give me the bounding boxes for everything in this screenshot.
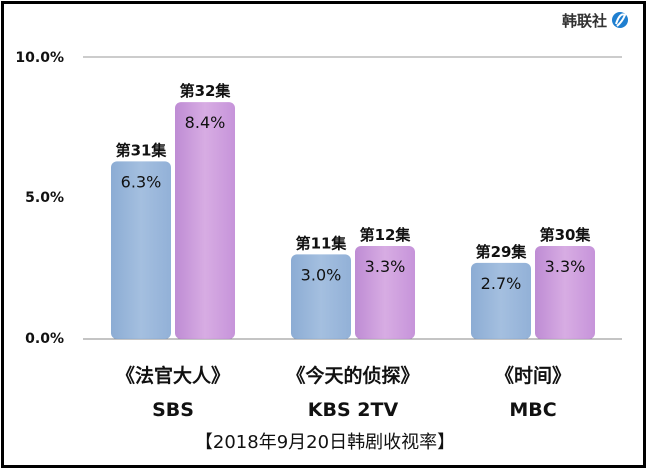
value-label-2: 3.0% (301, 265, 342, 284)
value-label-0: 6.3% (121, 172, 162, 191)
episode-label-5: 第30集 (540, 226, 592, 244)
y-tick-0: 0.0% (25, 331, 64, 347)
bar-1 (175, 102, 235, 340)
category-label-2: 《时间》 (495, 364, 571, 387)
episode-label-2: 第11集 (296, 234, 348, 252)
chart-title: 【2018年9月20日韩剧收视率】 (195, 432, 455, 453)
logo-text: 韩联社 (562, 12, 607, 30)
episode-label-3: 第12集 (360, 226, 412, 244)
bar-3 (355, 245, 415, 339)
value-label-3: 3.3% (365, 257, 406, 276)
episode-label-0: 第31集 (116, 141, 168, 159)
value-label-5: 3.3% (545, 257, 586, 276)
episode-label-4: 第29集 (476, 243, 528, 261)
network-label-1: KBS 2TV (308, 399, 399, 421)
y-tick-5: 5.0% (25, 190, 64, 206)
network-label-0: SBS (152, 399, 194, 421)
value-label-4: 2.7% (481, 274, 522, 293)
bar-0 (111, 161, 171, 339)
yonhap-logo-icon (612, 12, 628, 28)
bar-2 (291, 254, 351, 339)
category-label-0: 《法官大人》 (116, 364, 230, 387)
category-label-1: 《今天的侦探》 (286, 364, 419, 387)
bar-4 (471, 262, 531, 339)
bar-5 (535, 245, 595, 339)
value-label-1: 8.4% (185, 113, 226, 132)
network-label-2: MBC (509, 399, 556, 421)
y-tick-10: 10.0% (15, 50, 64, 66)
episode-label-1: 第32集 (180, 82, 232, 100)
